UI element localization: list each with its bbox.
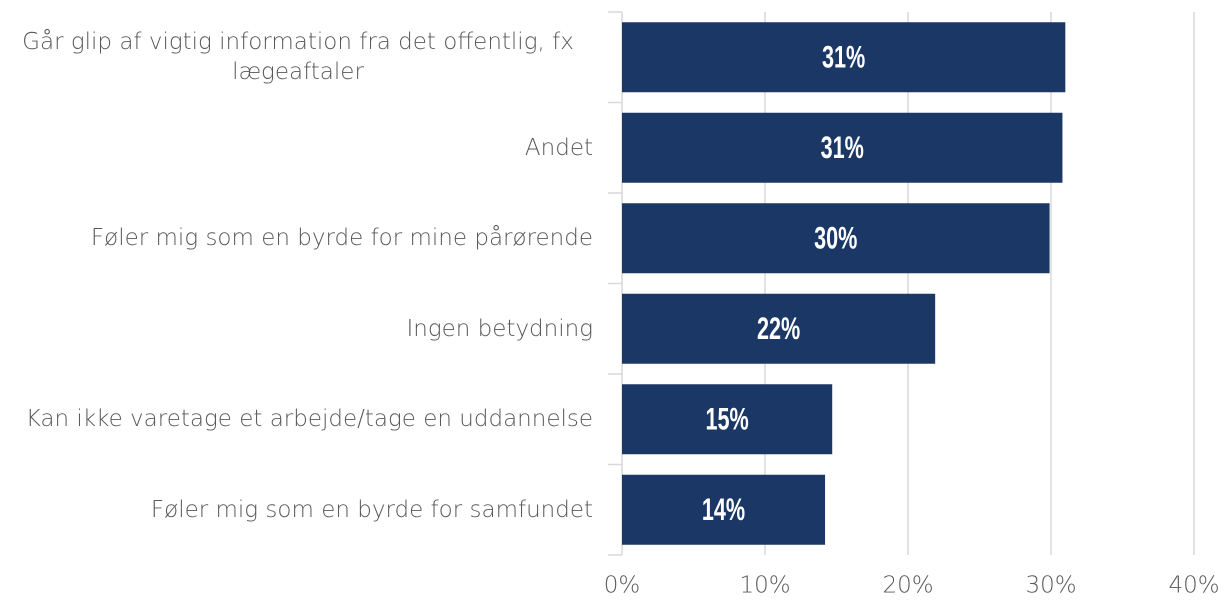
category-label: Føler mig som en byrde for samfundet <box>150 496 593 523</box>
data-label: 31% <box>821 130 864 165</box>
data-label: 14% <box>702 492 745 527</box>
x-tick-label: 30% <box>1025 573 1076 599</box>
x-tick-label: 0% <box>604 573 641 599</box>
category-label: Andet <box>524 134 593 161</box>
bar <box>622 293 936 364</box>
bar <box>622 203 1050 274</box>
x-tick-label: 20% <box>882 573 933 599</box>
category-label: Går glip af vigtig information fra det o… <box>22 29 574 86</box>
x-tick-label: 40% <box>1168 573 1219 599</box>
bar <box>622 474 826 545</box>
x-tick-label: 10% <box>739 573 790 599</box>
data-label: 22% <box>757 311 800 346</box>
bar <box>622 384 833 455</box>
data-label: 31% <box>822 40 865 75</box>
data-label: 30% <box>814 221 857 256</box>
category-label: Føler mig som en byrde for mine pårørend… <box>90 225 593 252</box>
category-label: Kan ikke varetage et arbejde/tage en udd… <box>25 406 593 433</box>
category-label: Ingen betydning <box>406 315 593 342</box>
bar <box>622 112 1063 183</box>
data-label: 15% <box>705 402 748 437</box>
bar <box>622 22 1066 93</box>
